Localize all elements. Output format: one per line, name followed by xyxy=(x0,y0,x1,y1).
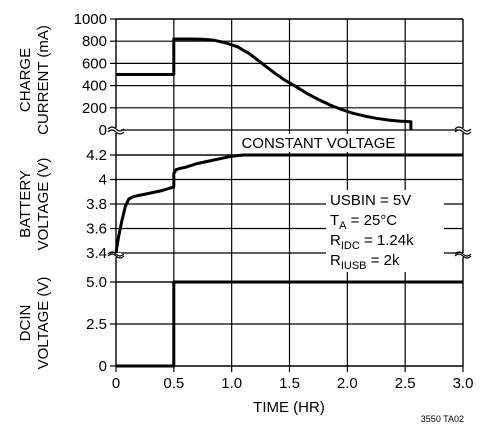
charge-current-series-line xyxy=(116,37,413,130)
constant-voltage-label: CONSTANT VOLTAGE xyxy=(241,135,395,152)
x-tick-label: 1.0 xyxy=(221,375,242,392)
x-tick-label: 0 xyxy=(112,375,120,392)
battery-voltage-ylabel-line2: VOLTAGE (V) xyxy=(35,158,52,251)
panel-dcin-voltage: DCIN VOLTAGE (V) xyxy=(17,277,52,370)
charge-current-ytick-label: 200 xyxy=(82,100,107,117)
battery-voltage-series-line xyxy=(114,153,463,254)
charge-current-ytick-label: 600 xyxy=(82,55,107,72)
axis-break-gap xyxy=(458,253,468,257)
condition-line: RIUSB = 2k xyxy=(330,252,400,272)
panel-charge-current-marks: 0 200 400 600 800 1000 xyxy=(74,11,463,139)
panel-battery-voltage: BATTERY VOLTAGE (V) xyxy=(17,158,52,251)
charge-current-ytick-label: 1000 xyxy=(74,11,107,28)
x-tick-label: 0.5 xyxy=(163,375,184,392)
x-tick-label: 3.0 xyxy=(453,375,474,392)
dcin-voltage-ylabel-line1: DCIN xyxy=(17,305,34,342)
axis-break-squiggle xyxy=(107,126,125,132)
charge-current-ylabel-line2: CURRENT (mA) xyxy=(35,25,52,135)
charge-current-ytick-label: 400 xyxy=(82,78,107,95)
battery-voltage-ytick-label: 3.4 xyxy=(86,245,107,262)
axis-break-squiggle xyxy=(107,253,125,259)
dcin-voltage-ytick-label: 2.5 xyxy=(86,316,107,333)
chart-marks: 0 200 400 600 800 1000 3.4 3.6 3.8 4 4.2 0 2.5 5.0 0 0.… xyxy=(74,11,474,392)
dcin-voltage-ylabel-line2: VOLTAGE (V) xyxy=(35,277,52,370)
condition-line: RIDC = 1.24k xyxy=(330,232,414,252)
axis-break-squiggle xyxy=(107,129,125,135)
conditions-legend-bg xyxy=(326,190,444,272)
x-tick-label: 2.5 xyxy=(395,375,416,392)
axis-break-gap xyxy=(111,128,121,133)
axis-break-gap xyxy=(111,253,121,257)
condition-line: TA = 25°C xyxy=(330,212,397,232)
battery-voltage-ytick-label: 4 xyxy=(99,172,107,189)
panel-charge-current: CHARGE CURRENT (mA) xyxy=(17,25,52,135)
axis-break-gap xyxy=(458,128,468,133)
dcin-voltage-ytick-label: 0 xyxy=(99,358,107,375)
axis-break-squiggle xyxy=(454,126,472,132)
x-tick-label: 2.0 xyxy=(337,375,358,392)
battery-voltage-ytick-label: 3.8 xyxy=(86,196,107,213)
charge-current-ytick-label: 800 xyxy=(82,33,107,50)
charge-current-ytick-label: 0 xyxy=(99,122,107,139)
axis-break-squiggle xyxy=(454,129,472,135)
condition-line: USBIN = 5V xyxy=(330,192,411,209)
charge-current-ylabel-line1: CHARGE xyxy=(17,48,34,112)
battery-voltage-ytick-label: 3.6 xyxy=(86,221,107,238)
axis-break-squiggle xyxy=(454,251,472,257)
dcin-voltage-ytick-label: 5.0 xyxy=(86,274,107,291)
axis-break-squiggle xyxy=(454,253,472,259)
x-axis-label: TIME (HR) xyxy=(253,399,325,416)
panel-dcin-voltage-marks: 0 2.5 5.0 xyxy=(86,274,463,375)
constant-voltage-label-bg xyxy=(242,134,395,152)
figure-code: 3550 TA02 xyxy=(421,414,464,424)
axis-break-squiggle xyxy=(107,251,125,257)
battery-voltage-ylabel-line1: BATTERY xyxy=(17,170,34,238)
x-tick-label: 1.5 xyxy=(279,375,300,392)
battery-voltage-ytick-label: 4.2 xyxy=(86,147,107,164)
